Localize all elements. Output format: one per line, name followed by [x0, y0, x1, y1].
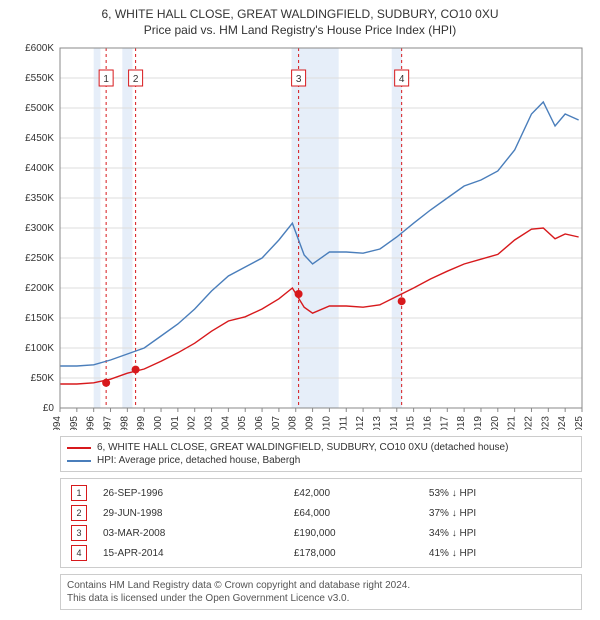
- svg-text:£500K: £500K: [25, 103, 54, 114]
- svg-text:2021: 2021: [507, 416, 518, 430]
- svg-text:£0: £0: [43, 403, 55, 414]
- attribution-line1: Contains HM Land Registry data © Crown c…: [67, 579, 575, 592]
- sale-marker-icon: 2: [71, 505, 87, 521]
- sale-price: £178,000: [290, 543, 425, 563]
- title-line2: Price paid vs. HM Land Registry's House …: [0, 22, 600, 38]
- legend-item: 6, WHITE HALL CLOSE, GREAT WALDINGFIELD,…: [67, 441, 575, 454]
- svg-text:£100K: £100K: [25, 343, 54, 354]
- sale-price: £64,000: [290, 503, 425, 523]
- svg-text:£400K: £400K: [25, 163, 54, 174]
- svg-text:2004: 2004: [220, 416, 231, 430]
- table-row: 1 26-SEP-1996£42,00053% ↓ HPI: [67, 483, 575, 503]
- svg-text:£150K: £150K: [25, 313, 54, 324]
- svg-text:2022: 2022: [523, 416, 534, 430]
- legend-swatch: [67, 447, 91, 449]
- sale-marker-icon: 3: [71, 525, 87, 541]
- table-row: 4 15-APR-2014£178,00041% ↓ HPI: [67, 543, 575, 563]
- svg-text:2012: 2012: [355, 416, 366, 430]
- svg-text:£600K: £600K: [25, 43, 54, 54]
- sale-pct: 34% ↓ HPI: [425, 523, 575, 543]
- sale-pct: 41% ↓ HPI: [425, 543, 575, 563]
- chart-svg: £0 £50K £100K £150K £200K £250K £300K £350K £400…: [0, 38, 600, 430]
- svg-text:£50K: £50K: [31, 373, 55, 384]
- title-line1: 6, WHITE HALL CLOSE, GREAT WALDINGFIELD,…: [0, 6, 600, 22]
- svg-text:2010: 2010: [321, 416, 332, 430]
- svg-text:1995: 1995: [69, 416, 80, 430]
- svg-text:1: 1: [103, 74, 109, 85]
- chart-area: £0 £50K £100K £150K £200K £250K £300K £350K £400…: [0, 38, 600, 430]
- table-row: 2 29-JUN-1998£64,00037% ↓ HPI: [67, 503, 575, 523]
- chart-title: 6, WHITE HALL CLOSE, GREAT WALDINGFIELD,…: [0, 0, 600, 38]
- svg-text:£350K: £350K: [25, 193, 54, 204]
- svg-text:£550K: £550K: [25, 73, 54, 84]
- sale-pct: 37% ↓ HPI: [425, 503, 575, 523]
- svg-text:2025: 2025: [574, 416, 585, 430]
- sale-marker-icon: 4: [71, 545, 87, 561]
- svg-text:2023: 2023: [540, 416, 551, 430]
- svg-text:2003: 2003: [204, 416, 215, 430]
- svg-text:£300K: £300K: [25, 223, 54, 234]
- sale-date: 15-APR-2014: [99, 543, 290, 563]
- svg-text:2001: 2001: [170, 416, 181, 430]
- svg-text:1996: 1996: [86, 416, 97, 430]
- svg-text:2005: 2005: [237, 416, 248, 430]
- svg-text:2007: 2007: [271, 416, 282, 430]
- svg-text:£200K: £200K: [25, 283, 54, 294]
- legend: 6, WHITE HALL CLOSE, GREAT WALDINGFIELD,…: [60, 436, 582, 472]
- sales-table-inner: 1 26-SEP-1996£42,00053% ↓ HPI 2 29-JUN-1998…: [67, 483, 575, 563]
- svg-text:2: 2: [133, 74, 139, 85]
- svg-text:2000: 2000: [153, 416, 164, 430]
- svg-text:2015: 2015: [406, 416, 417, 430]
- svg-text:2024: 2024: [557, 416, 568, 430]
- sale-price: £190,000: [290, 523, 425, 543]
- legend-label: HPI: Average price, detached house, Babe…: [97, 455, 300, 466]
- legend-label: 6, WHITE HALL CLOSE, GREAT WALDINGFIELD,…: [97, 442, 508, 453]
- sales-table: 1 26-SEP-1996£42,00053% ↓ HPI 2 29-JUN-1998…: [60, 478, 582, 568]
- svg-text:2008: 2008: [288, 416, 299, 430]
- attribution-line2: This data is licensed under the Open Gov…: [67, 592, 575, 605]
- attribution: Contains HM Land Registry data © Crown c…: [60, 574, 582, 610]
- sale-date: 03-MAR-2008: [99, 523, 290, 543]
- svg-text:1994: 1994: [52, 416, 63, 430]
- svg-text:2009: 2009: [305, 416, 316, 430]
- svg-text:1997: 1997: [103, 416, 114, 430]
- svg-text:£250K: £250K: [25, 253, 54, 264]
- svg-text:2006: 2006: [254, 416, 265, 430]
- svg-text:2020: 2020: [490, 416, 501, 430]
- svg-text:2014: 2014: [389, 416, 400, 430]
- sale-date: 26-SEP-1996: [99, 483, 290, 503]
- svg-text:2016: 2016: [422, 416, 433, 430]
- svg-text:2002: 2002: [187, 416, 198, 430]
- svg-text:2019: 2019: [473, 416, 484, 430]
- svg-text:£450K: £450K: [25, 133, 54, 144]
- sale-pct: 53% ↓ HPI: [425, 483, 575, 503]
- sale-marker-icon: 1: [71, 485, 87, 501]
- svg-text:1999: 1999: [136, 416, 147, 430]
- svg-text:4: 4: [399, 74, 405, 85]
- svg-text:2011: 2011: [338, 416, 349, 430]
- sale-price: £42,000: [290, 483, 425, 503]
- legend-swatch: [67, 460, 91, 462]
- svg-text:3: 3: [296, 74, 302, 85]
- legend-item: HPI: Average price, detached house, Babe…: [67, 454, 575, 467]
- svg-text:2018: 2018: [456, 416, 467, 430]
- table-row: 3 03-MAR-2008£190,00034% ↓ HPI: [67, 523, 575, 543]
- svg-text:1998: 1998: [119, 416, 130, 430]
- svg-text:2013: 2013: [372, 416, 383, 430]
- sale-date: 29-JUN-1998: [99, 503, 290, 523]
- svg-text:2017: 2017: [439, 416, 450, 430]
